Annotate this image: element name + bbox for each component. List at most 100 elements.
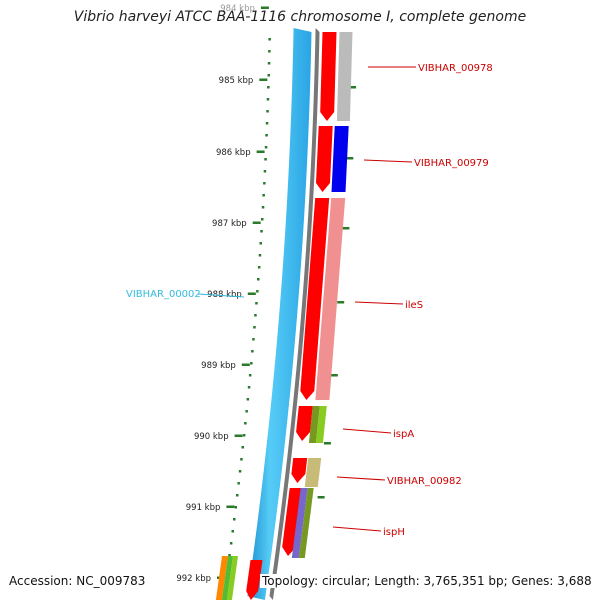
- kbp-label: 984 kbp: [220, 4, 255, 14]
- ruler-dot: [251, 350, 254, 353]
- cog-block-purple: [291, 488, 308, 558]
- ruler-dot: [244, 422, 247, 425]
- cog-block-olive-2: [298, 488, 314, 558]
- gene-arrow-iles: [300, 198, 330, 400]
- kbp-tick: [234, 434, 243, 437]
- gene-label: ileS: [405, 300, 423, 311]
- ruler-dot: [229, 542, 233, 545]
- ruler-dot: [231, 530, 234, 533]
- accession-text: Accession: NC_009783: [9, 574, 146, 588]
- gene-arrow-vibhar-00982: [291, 458, 308, 483]
- cog-block-khaki: [304, 458, 322, 487]
- ruler-dot: [262, 194, 265, 197]
- ruler-dot: [238, 470, 242, 473]
- kbp-label: 986 kbp: [216, 148, 251, 158]
- gene-label: ispA: [393, 429, 414, 440]
- ruler-dot: [233, 518, 236, 521]
- cog-block-blue: [331, 126, 349, 192]
- ruler-dot: [268, 50, 271, 53]
- ruler-dot: [265, 134, 268, 137]
- kbp-label: 991 kbp: [186, 503, 221, 513]
- ruler-dot: [260, 230, 263, 233]
- ruler-dot: [267, 74, 270, 77]
- ruler-dot: [250, 362, 253, 365]
- feature-tick: [323, 442, 331, 445]
- gene-arrow-ispa: [296, 406, 313, 441]
- gene-label: VIBHAR_00978: [418, 63, 493, 74]
- ruler-dot: [236, 494, 239, 497]
- kbp-label: 990 kbp: [194, 432, 229, 442]
- map-title: Vibrio harveyi ATCC BAA-1116 chromosome …: [73, 9, 527, 25]
- cog-block-leaf: [221, 556, 233, 600]
- gene-leader-line: [342, 428, 392, 434]
- ruler-dot: [261, 218, 264, 221]
- feature-tick: [337, 301, 345, 304]
- cog-block-orange: [215, 556, 228, 600]
- ruler-dot: [266, 98, 270, 101]
- kbp-tick: [226, 505, 235, 508]
- left-leader-line: [197, 293, 245, 298]
- gene-leader-line: [354, 301, 404, 305]
- ruler-dot: [237, 482, 240, 485]
- track-divider: [269, 28, 320, 600]
- cog-block-olive: [308, 406, 320, 443]
- ruler-dot: [267, 62, 271, 65]
- gene-arrow-vibhar-00979: [316, 126, 333, 192]
- gene-arrow-vibhar-00978: [320, 32, 337, 121]
- ruler-dot: [267, 86, 270, 89]
- gene-leader-line: [363, 159, 413, 163]
- ruler-dot: [246, 398, 250, 401]
- ruler-dot: [245, 410, 248, 413]
- gene-arrow-isph: [282, 488, 304, 556]
- feature-tick: [317, 496, 325, 499]
- ruler-dot: [263, 170, 267, 173]
- ruler-dot: [248, 374, 252, 377]
- ruler-dot: [234, 506, 237, 509]
- ruler-dot: [253, 326, 256, 329]
- ruler-dot: [257, 278, 260, 281]
- feature-tick: [342, 227, 350, 230]
- gene-label: ispH: [383, 527, 405, 538]
- kbp-tick: [241, 363, 250, 366]
- kbp-tick: [247, 292, 256, 295]
- ruler-dot: [265, 122, 269, 125]
- gene-label: VIBHAR_00979: [414, 158, 489, 169]
- ruler-dot: [252, 338, 255, 341]
- ruler-dot: [240, 458, 243, 461]
- gene-leader-line: [332, 526, 382, 532]
- kbp-label: 985 kbp: [219, 76, 254, 86]
- left-gene-label: VIBHAR_00002: [126, 289, 201, 300]
- ruler-dot: [256, 290, 259, 293]
- ruler-dot: [228, 554, 231, 557]
- gene-label: VIBHAR_00982: [387, 476, 462, 487]
- gene-leader-line: [336, 476, 386, 481]
- backbone-track: [247, 28, 312, 600]
- topology-text: Topology: circular; Length: 3,765,351 bp…: [260, 574, 594, 588]
- kbp-label: 989 kbp: [201, 361, 236, 371]
- kbp-label: 992 kbp: [176, 574, 211, 584]
- ruler-dot: [264, 158, 267, 161]
- feature-tick: [346, 157, 354, 160]
- kbp-tick: [259, 78, 268, 81]
- kbp-tick: [260, 6, 269, 9]
- gene-arrow-blue: [246, 560, 263, 600]
- ruler-dot: [263, 182, 266, 185]
- feature-tick: [330, 374, 338, 377]
- ruler-dot: [242, 434, 246, 437]
- kbp-label: 987 kbp: [212, 219, 247, 229]
- cog-block-pink: [315, 198, 346, 400]
- kbp-tick: [252, 221, 261, 224]
- ruler-dot: [266, 110, 269, 113]
- ruler-dot: [268, 38, 271, 41]
- ruler-dot: [255, 302, 258, 305]
- kbp-tick: [256, 150, 265, 153]
- ruler-dot: [261, 206, 265, 209]
- cog-block-lime: [226, 556, 238, 600]
- ruler-dot: [257, 266, 261, 269]
- ruler-dot: [241, 446, 244, 449]
- ruler-dot: [259, 242, 262, 245]
- ruler-dot: [264, 146, 268, 149]
- ruler-dot: [254, 314, 257, 317]
- kbp-label: 988 kbp: [207, 290, 242, 300]
